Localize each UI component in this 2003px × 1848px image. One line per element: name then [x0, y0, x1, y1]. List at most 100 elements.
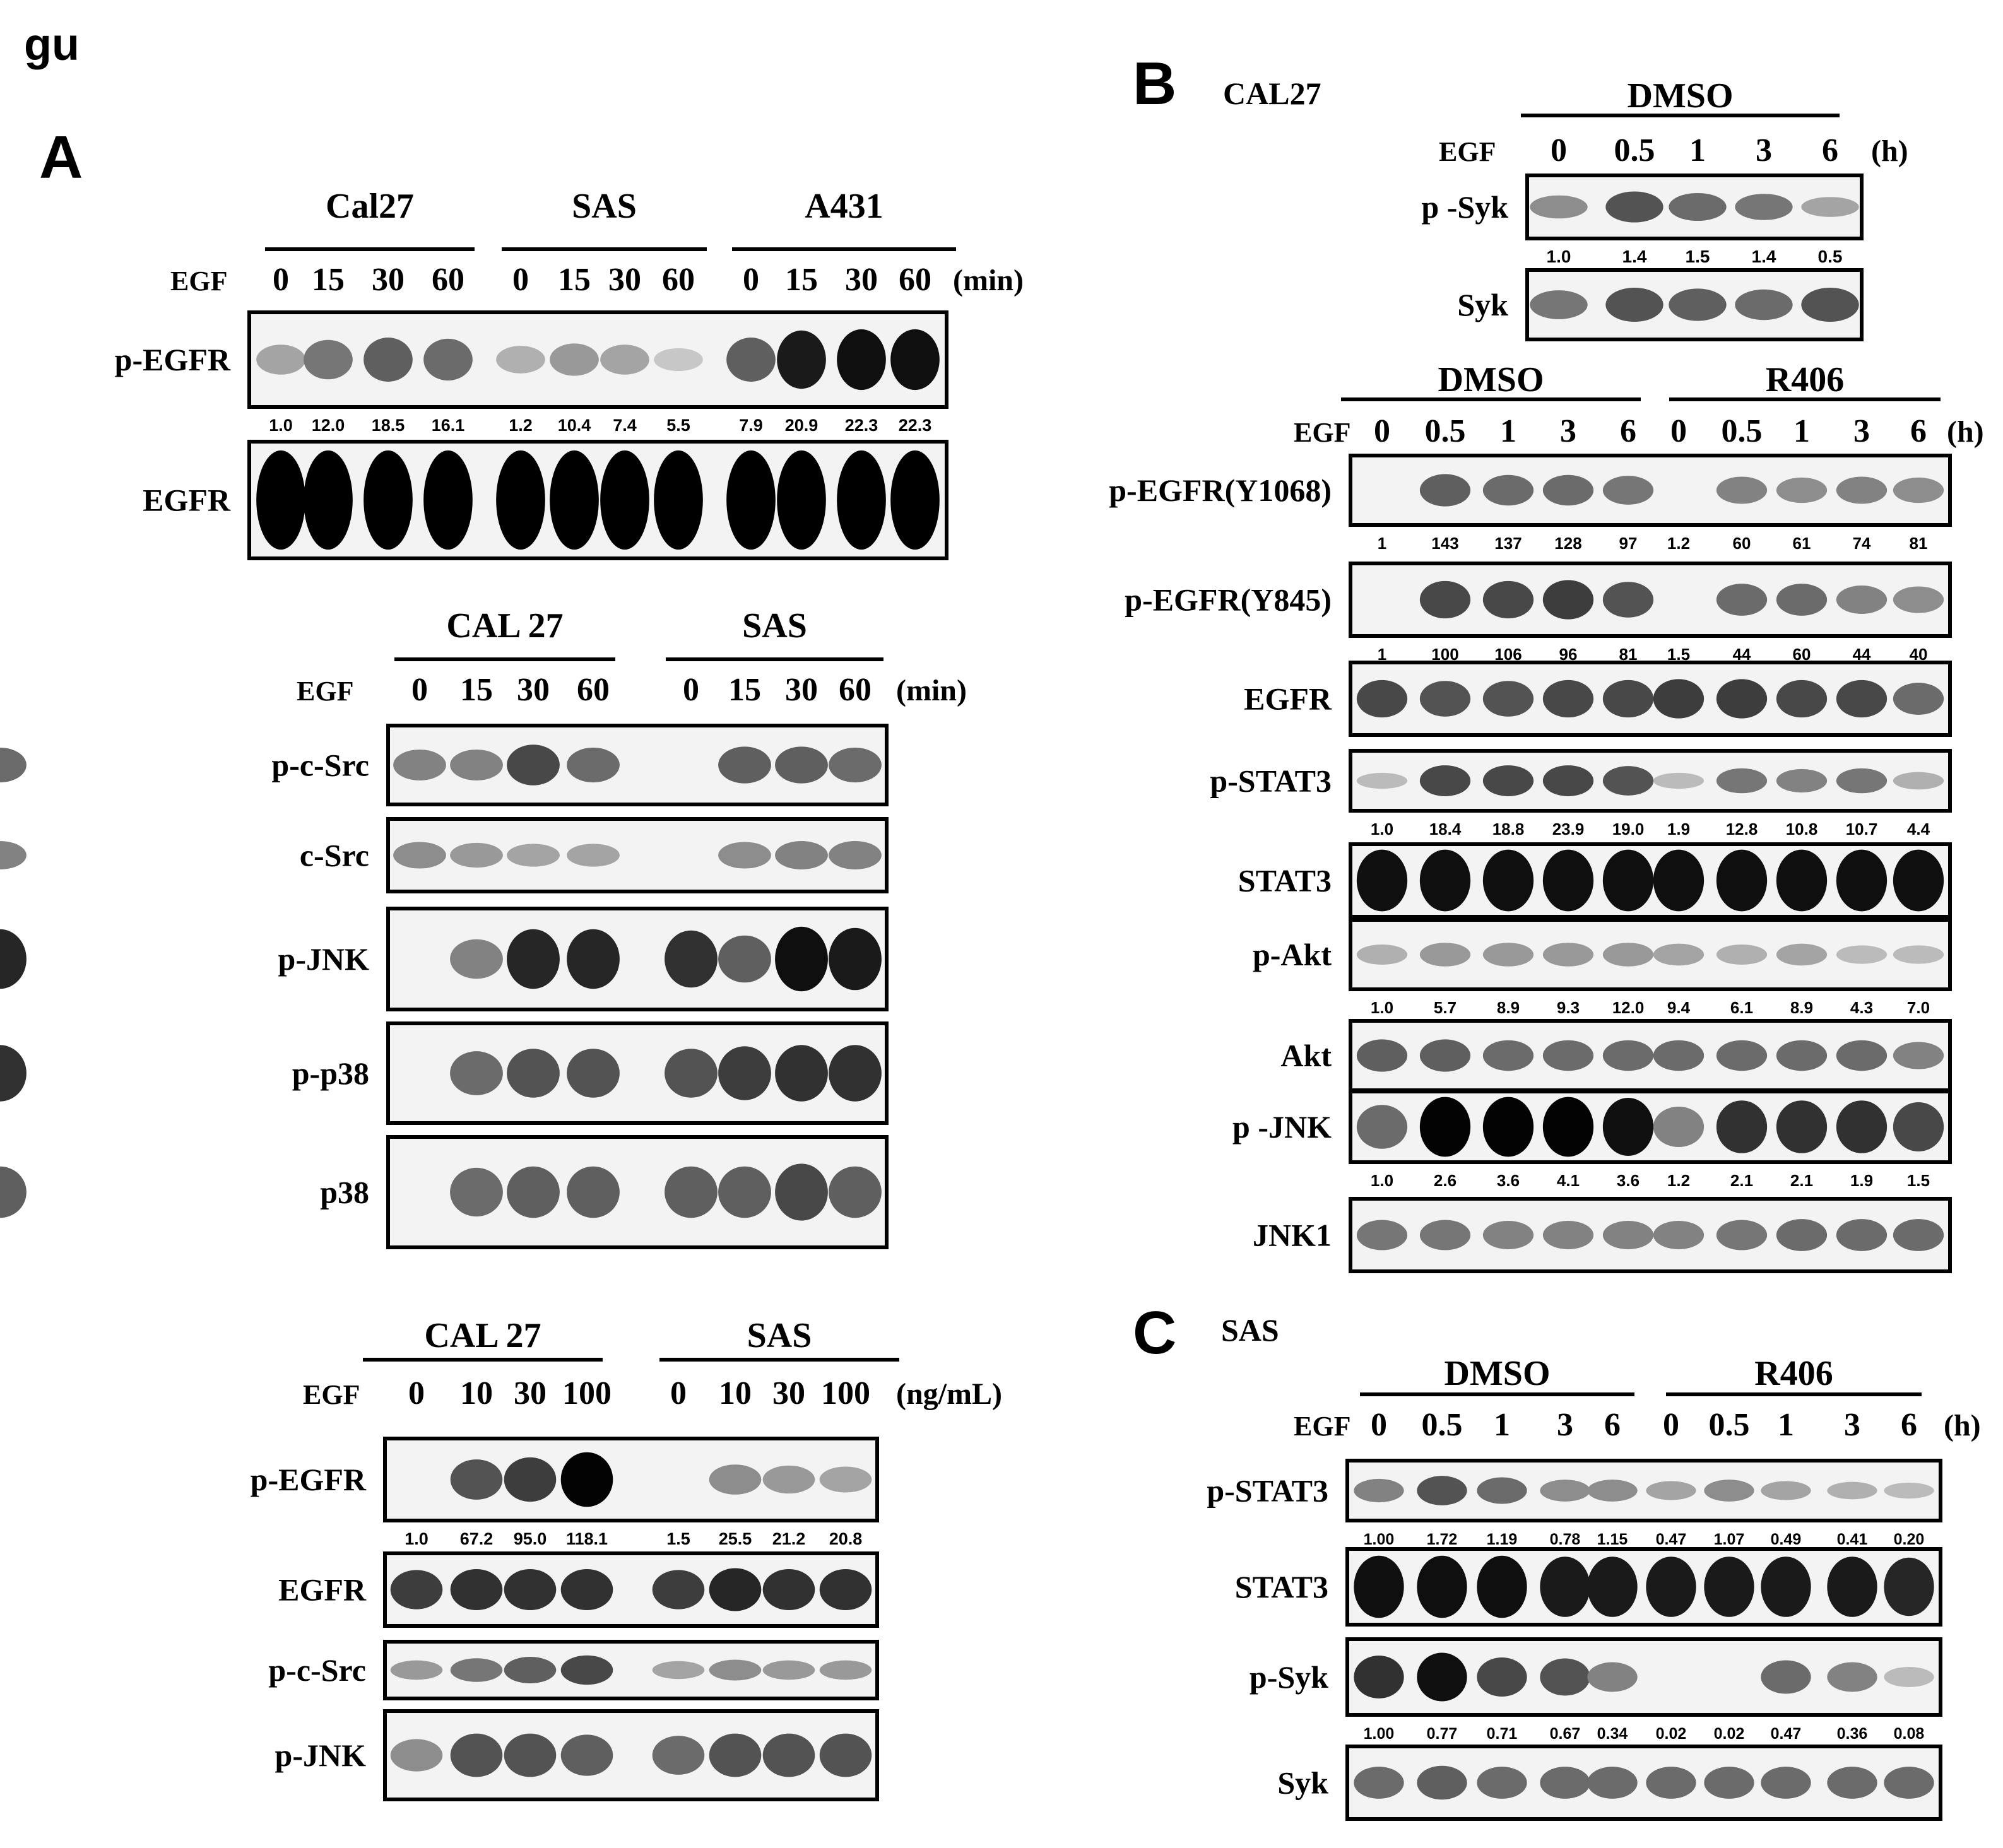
- blot-band: [363, 450, 413, 550]
- blot-band: [1540, 1557, 1590, 1617]
- blot-row-p-jnk: p-JNK: [0, 907, 889, 1011]
- lane-label: 60: [899, 262, 931, 298]
- blot-band: [1776, 680, 1828, 718]
- lane-label: 6: [1910, 413, 1927, 449]
- lane-label: 6: [1822, 132, 1838, 168]
- quant-value: 1.07: [1714, 1531, 1745, 1548]
- blot-row-syk: Syk: [1457, 268, 1864, 341]
- lane-label: 0: [683, 672, 699, 708]
- blot-band: [1669, 192, 1727, 221]
- blot-band: [1587, 1662, 1638, 1692]
- quant-value: 0.67: [1550, 1725, 1581, 1743]
- blot-row-p-egfr-y1068: p-EGFR(Y1068) 1 143 137 128 97 1.2 60 61 74 81: [1109, 454, 1952, 553]
- blot-band: [777, 330, 826, 389]
- blot-row-p-egfr: p-EGFR 1.0 67.2 95.0 118.1 1.5 25.5 21.2 20.8: [251, 1437, 879, 1548]
- lane-label: 15: [785, 262, 818, 298]
- blot-band: [1653, 943, 1705, 966]
- blot-band: [1761, 1481, 1811, 1500]
- blot-band: [1482, 1040, 1534, 1071]
- blot-band: [1530, 290, 1588, 319]
- row-label: p38: [320, 1175, 369, 1210]
- lane-label: 1: [1500, 413, 1516, 449]
- blot-band: [709, 1659, 762, 1681]
- blot-band: [1646, 1557, 1696, 1617]
- blot-band: [1419, 1039, 1471, 1072]
- unit-label: (h): [1947, 415, 1984, 449]
- blot-band: [1542, 943, 1594, 967]
- panel-a1: Cal27 SAS A431 EGF 0 15 30 60 0 15 30 60 0 15 30 60 (min…: [115, 187, 1024, 560]
- lane-label: 0: [1670, 413, 1687, 449]
- blot-row-jnk1: JNK1: [1253, 1197, 1952, 1273]
- blot-band: [1893, 945, 1944, 964]
- blot-band: [550, 343, 599, 376]
- lane-label: 1: [1793, 413, 1810, 449]
- row-label: p-Akt: [1253, 937, 1332, 972]
- row-label: p-p38: [292, 1056, 369, 1091]
- blot-band: [1540, 1480, 1590, 1502]
- quant-value: 1.4: [1622, 247, 1647, 266]
- blot-band: [1716, 584, 1768, 616]
- lane-label: 30: [772, 1375, 805, 1411]
- group-header: A431: [805, 187, 883, 226]
- lane-label: 0.5: [1425, 413, 1466, 449]
- blot-band: [1602, 1221, 1654, 1249]
- quant-value: 22.3: [899, 416, 932, 435]
- quant-value: 12.8: [1726, 820, 1758, 839]
- group-header: DMSO: [1438, 360, 1544, 399]
- quant-value: 12.0: [312, 416, 345, 435]
- blot-band: [1646, 1767, 1696, 1799]
- blot-band: [1801, 287, 1859, 322]
- quant-value: 1.0: [269, 416, 293, 435]
- blot-band: [600, 344, 649, 375]
- blot-band: [1419, 765, 1471, 797]
- blot-band: [1605, 287, 1663, 322]
- blot-band: [1482, 580, 1534, 619]
- blot-row-p-jnk: p-JNK: [275, 1709, 879, 1801]
- blot-band: [654, 348, 703, 372]
- treatment-label: EGF: [297, 676, 353, 707]
- blot-band: [1587, 1480, 1638, 1502]
- quant-value: 12.0: [1612, 998, 1645, 1017]
- blot-band: [1542, 849, 1594, 912]
- blot-band: [1704, 1557, 1754, 1617]
- lane-label: 10: [719, 1375, 752, 1411]
- blot-band: [1716, 1100, 1768, 1153]
- blot-band: [1653, 679, 1705, 719]
- quant-value: 61: [1793, 534, 1811, 553]
- blot-band: [777, 450, 826, 550]
- blot-band: [450, 1459, 503, 1500]
- quant-value: 2.6: [1434, 1171, 1456, 1190]
- group-header: SAS: [747, 1316, 812, 1355]
- quant-value: 0.71: [1487, 1725, 1518, 1743]
- blot-row-egfr: EGFR: [1244, 661, 1952, 737]
- quant-value: 0.47: [1656, 1531, 1687, 1548]
- quant-value: 1.15: [1597, 1531, 1628, 1548]
- blot-band: [1477, 1657, 1527, 1697]
- group-header: CAL 27: [424, 1316, 541, 1355]
- blot-band: [1356, 1105, 1408, 1149]
- blot-band: [560, 1568, 613, 1611]
- blot-band: [829, 1045, 882, 1102]
- lane-label: 30: [514, 1375, 547, 1411]
- blot-band: [709, 1568, 762, 1611]
- quant-value: 95.0: [514, 1529, 547, 1548]
- blot-band: [1776, 1040, 1828, 1071]
- quant-value: 1.2: [1667, 534, 1690, 553]
- lane-label: 3: [1853, 413, 1870, 449]
- blot-band: [1893, 849, 1944, 912]
- blot-band: [0, 929, 27, 989]
- blot-band: [1356, 1220, 1408, 1251]
- quant-value: 0.78: [1550, 1531, 1581, 1548]
- quant-value: 6.1: [1730, 998, 1753, 1017]
- blot-band: [1605, 191, 1663, 223]
- lane-label: 6: [1604, 1407, 1621, 1443]
- panel-b1: CAL27 DMSO EGF 0 0.5 1 3 6 (h) p -Syk 1.0 1.4 1.5 1.4…: [1223, 76, 1908, 341]
- blot-row-p-c-src: p-c-Src: [0, 724, 889, 806]
- quant-value: 67.2: [460, 1529, 493, 1548]
- quant-value: 3.6: [1497, 1171, 1520, 1190]
- blot-band: [1653, 849, 1705, 912]
- blot-band: [393, 750, 446, 780]
- blot-band: [652, 1661, 705, 1680]
- blot-band: [507, 1049, 560, 1098]
- blot-band: [1776, 1100, 1828, 1153]
